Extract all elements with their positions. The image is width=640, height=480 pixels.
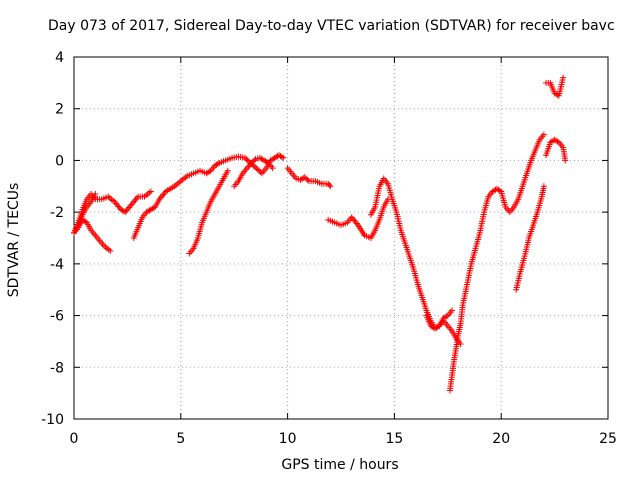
data-markers: [71, 74, 569, 394]
grid-lines: [74, 57, 608, 419]
data-point: [254, 166, 261, 173]
data-point: [206, 168, 213, 175]
plot-frame: [73, 56, 609, 420]
data-point: [280, 154, 287, 161]
data-point: [253, 165, 260, 172]
data-point: [496, 187, 503, 194]
data-point: [554, 138, 561, 145]
data-point: [248, 160, 255, 167]
data-point: [214, 160, 221, 167]
data-point: [147, 188, 154, 195]
y-axis-label: SDTVAR / TECUs: [6, 182, 22, 298]
data-point: [540, 131, 547, 138]
data-point: [241, 154, 248, 161]
y-tick-label: -2: [50, 205, 64, 221]
y-tick-label: 2: [55, 102, 64, 118]
data-point: [92, 191, 99, 198]
x-tick-label: 5: [176, 431, 185, 447]
x-tick-label: 10: [279, 431, 297, 447]
data-point: [303, 175, 310, 182]
y-tick-label: -4: [50, 257, 64, 273]
data-point: [562, 157, 569, 164]
x-tick-label: 15: [385, 431, 403, 447]
x-tick-label: 0: [70, 431, 79, 447]
data-point: [443, 313, 450, 320]
data-point: [326, 181, 333, 188]
data-point: [107, 247, 114, 254]
data-point: [251, 163, 258, 170]
data-point: [120, 208, 127, 215]
x-axis-label: GPS time / hours: [281, 457, 399, 473]
data-point: [251, 157, 258, 164]
data-point: [301, 174, 308, 181]
data-point: [243, 156, 250, 163]
data-point: [540, 183, 547, 190]
x-tick-label: 25: [599, 431, 617, 447]
plot-border: [73, 56, 609, 420]
data-point: [269, 165, 276, 172]
x-tick-label: 20: [492, 431, 510, 447]
y-tick-label: -8: [50, 360, 64, 376]
data-point: [278, 153, 285, 160]
data-point: [304, 176, 311, 183]
y-tick-label: -6: [50, 309, 64, 325]
data-point: [327, 183, 334, 190]
data-point: [560, 74, 567, 81]
data-point: [224, 167, 231, 174]
data-point: [244, 157, 251, 164]
y-tick-label: 4: [55, 50, 64, 66]
data-point: [249, 158, 256, 165]
y-tick-label: 0: [55, 153, 64, 169]
y-tick-label: -10: [41, 412, 64, 428]
axis-ticks: 0 5 10 15 20 25 -10 -8 -6 -4 -2 0 2 4: [41, 50, 617, 447]
chart-title: Day 073 of 2017, Sidereal Day-to-day VTE…: [48, 18, 615, 34]
data-point: [256, 167, 263, 174]
data-point: [263, 159, 270, 166]
data-point: [449, 307, 456, 314]
